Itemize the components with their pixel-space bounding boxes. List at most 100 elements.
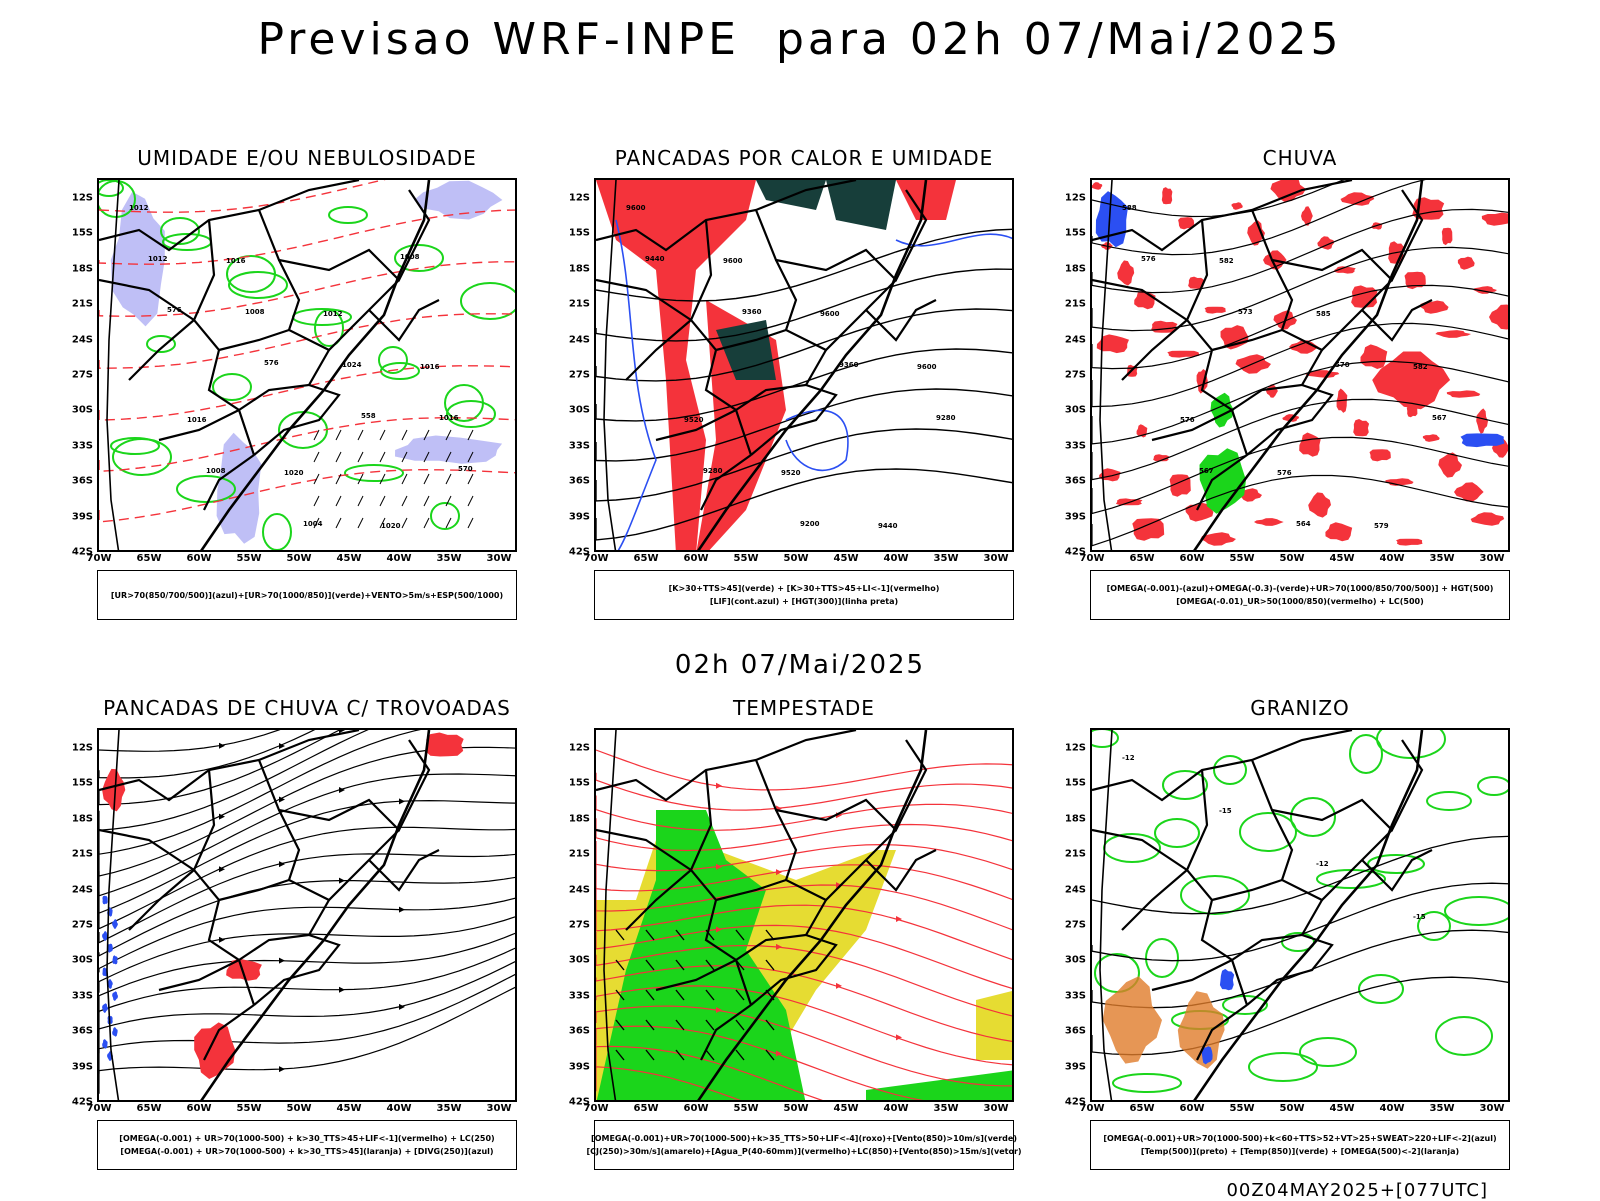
longitude-label: 60W: [1179, 1103, 1205, 1114]
height-500-line: [1092, 360, 1508, 445]
humidity-contour: [460, 282, 515, 320]
humidity-contour: [212, 373, 252, 401]
latitude-label: 36S: [568, 475, 590, 487]
contour-label: -12: [1122, 754, 1135, 762]
temp-850-contour: [1477, 776, 1508, 796]
height-300-line: [596, 228, 1012, 302]
longitude-label: 55W: [236, 553, 262, 564]
longitude-label: 55W: [236, 1103, 262, 1114]
wind-vector: [705, 989, 715, 1001]
precip-red-area: [1254, 518, 1284, 526]
thunderstorm-red-area: [102, 768, 126, 812]
political-borders: [596, 180, 937, 511]
panel-title: UMIDADE E/OU NEBULOSIDADE: [137, 146, 477, 170]
latitude-label: 12S: [71, 742, 93, 754]
map-graphic: [596, 730, 1012, 1100]
main-title: Previsao WRF-INPE para 02h 07/Mai/2025: [257, 14, 1343, 65]
contour-label: 1020: [381, 522, 401, 530]
wind-vector: [379, 473, 386, 485]
precip-red-area: [1404, 271, 1426, 290]
precip-red-area: [1200, 532, 1236, 546]
streamline-250-arrow: [279, 796, 285, 803]
map-graphic: [99, 730, 515, 1100]
streamline-250: [99, 947, 515, 1034]
wind-vector: [615, 989, 625, 1001]
west-coast: [1099, 730, 1113, 1100]
latitude-label: 39S: [568, 511, 590, 523]
precip-red-area: [1099, 468, 1121, 482]
coastline: [1193, 180, 1424, 550]
longitude-label: 70W: [1079, 553, 1105, 564]
latitude-label: 39S: [71, 511, 93, 523]
contour-label: 576: [1277, 469, 1292, 477]
streamline-850-arrow: [776, 869, 782, 876]
precip-red-area: [1369, 449, 1391, 462]
precip-red-area: [1188, 276, 1205, 289]
streamline-850: [596, 795, 1012, 831]
latitude-label: 24S: [1064, 334, 1086, 346]
wind-vector: [645, 929, 655, 941]
longitude-label: 35W: [1429, 553, 1455, 564]
longitude-label: 45W: [1329, 1103, 1355, 1114]
wind-vector: [675, 1049, 685, 1061]
humidity-500-area: [216, 432, 262, 544]
contour-label: 1016: [439, 414, 459, 422]
wind-vector: [313, 473, 320, 485]
streamline-250: [99, 730, 341, 806]
divergence-blue-area: [102, 931, 108, 941]
thickness-line: [99, 180, 386, 213]
legend-line: [OMEGA(-0.001)-(azul)+OMEGA(-0.3)-(verde…: [1106, 584, 1494, 593]
contour-label: 1016: [226, 257, 246, 265]
thickness-line: [99, 417, 515, 473]
forecast-map: -12 -15 -12 -15: [1090, 728, 1510, 1102]
thickness-line: [99, 209, 515, 265]
west-coast: [603, 180, 617, 550]
precip-red-area: [1178, 217, 1195, 230]
contour-label: 576: [264, 359, 279, 367]
precip-blue-area: [1460, 433, 1505, 448]
contour-label: 1008: [245, 308, 265, 316]
divergence-blue-area: [112, 991, 118, 1001]
wind-vector: [423, 517, 430, 529]
longitude-label: 40W: [883, 553, 909, 564]
latitude-label: 27S: [71, 919, 93, 931]
streamline-250: [99, 876, 515, 957]
latitude-label: 27S: [71, 369, 93, 381]
political-borders: [1092, 180, 1433, 511]
precip-red-area: [1470, 512, 1505, 526]
contour-label: 9440: [878, 522, 898, 530]
height-500-line: [1092, 180, 1426, 256]
streamline-250-arrow: [219, 813, 225, 820]
wind-vector: [445, 451, 452, 463]
contour-label: 9600: [917, 363, 937, 371]
legend-line: [UR>70(850/700/500)](azul)+[UR>70(1000/8…: [110, 590, 504, 600]
streamline-250-arrow: [339, 786, 345, 793]
legend-line: [OMEGA(-0.001) + UR>70(1000-500) + k>30_…: [119, 1134, 495, 1143]
height-300-line: [596, 468, 1012, 541]
wind-vector: [379, 495, 386, 507]
streamline-850: [596, 904, 1012, 961]
precip-red-area: [1420, 300, 1449, 314]
precip-red-area: [1231, 202, 1243, 210]
wind-vector: [423, 495, 430, 507]
latitude-label: 18S: [568, 813, 590, 825]
latitude-label: 33S: [1064, 990, 1086, 1002]
streamline-850-arrow: [776, 1050, 782, 1057]
coastline: [200, 180, 431, 550]
temp-850-contour: [1092, 730, 1119, 748]
precip-red-area: [1204, 306, 1226, 314]
contour-label: 1020: [284, 469, 304, 477]
wind-vector: [645, 959, 655, 971]
political-borders: [596, 730, 937, 1061]
height-500-line: [1092, 322, 1508, 408]
longitude-label: 70W: [86, 1103, 112, 1114]
precip-red-area: [1299, 432, 1321, 457]
wind-vector: [401, 429, 408, 441]
latitude-label: 30S: [568, 954, 590, 966]
wind-vector: [675, 959, 685, 971]
precip-red-area: [1435, 330, 1471, 338]
longitude-label: 70W: [1079, 1103, 1105, 1114]
wind-vector: [705, 959, 715, 971]
latitude-label: 33S: [1064, 440, 1086, 452]
longitude-label: 70W: [583, 553, 609, 564]
